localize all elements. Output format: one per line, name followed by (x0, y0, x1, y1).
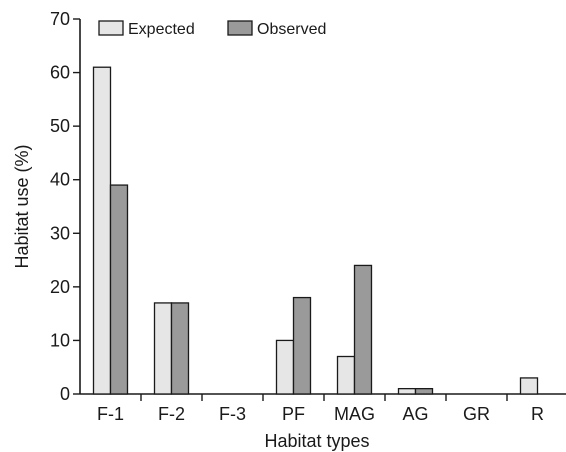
x-tick-label: F-3 (219, 404, 246, 424)
legend-swatch-expected (98, 20, 124, 36)
bar-expected-f-2 (153, 302, 173, 395)
legend: Expected Observed (98, 20, 326, 38)
bar-observed-pf (292, 296, 312, 395)
legend-label-observed: Observed (257, 21, 326, 38)
y-tick-label: 10 (50, 330, 70, 350)
legend-swatch-observed (227, 20, 253, 36)
y-tick-label: 30 (50, 223, 70, 243)
x-axis-title: Habitat types (264, 431, 369, 451)
bar-observed-f-1 (109, 184, 129, 395)
x-tick-label: PF (282, 404, 305, 424)
bar-expected-ag (397, 387, 417, 395)
bar-observed-ag (414, 387, 434, 395)
legend-label-expected: Expected (128, 21, 195, 38)
chart-axes (79, 19, 566, 395)
y-tick-label: 50 (50, 116, 70, 136)
bar-expected-f-1 (92, 66, 112, 395)
bar-observed-mag (353, 264, 373, 395)
y-tick-label: 70 (50, 9, 70, 29)
y-tick-label: 0 (60, 384, 70, 404)
x-tick-label: GR (463, 404, 490, 424)
x-tick-label: MAG (334, 404, 375, 424)
x-tick-label: F-1 (97, 404, 124, 424)
bar-expected-mag (336, 355, 356, 395)
y-tick-label: 20 (50, 277, 70, 297)
x-tick-label: R (531, 404, 544, 424)
bar-expected-pf (275, 339, 295, 395)
x-tick-label: F-2 (158, 404, 185, 424)
bar-expected-r (519, 377, 539, 395)
x-axis-ticks: F-1 F-2 F-3 PF MAG AG GR R (97, 394, 544, 424)
y-tick-label: 60 (50, 63, 70, 83)
y-axis-title: Habitat use (%) (12, 144, 32, 268)
x-tick-label: AG (402, 404, 428, 424)
y-tick-label: 40 (50, 170, 70, 190)
bar-observed-f-2 (170, 302, 190, 395)
y-axis-ticks: 0 10 20 30 40 50 60 70 (50, 9, 80, 404)
bars (92, 66, 539, 395)
